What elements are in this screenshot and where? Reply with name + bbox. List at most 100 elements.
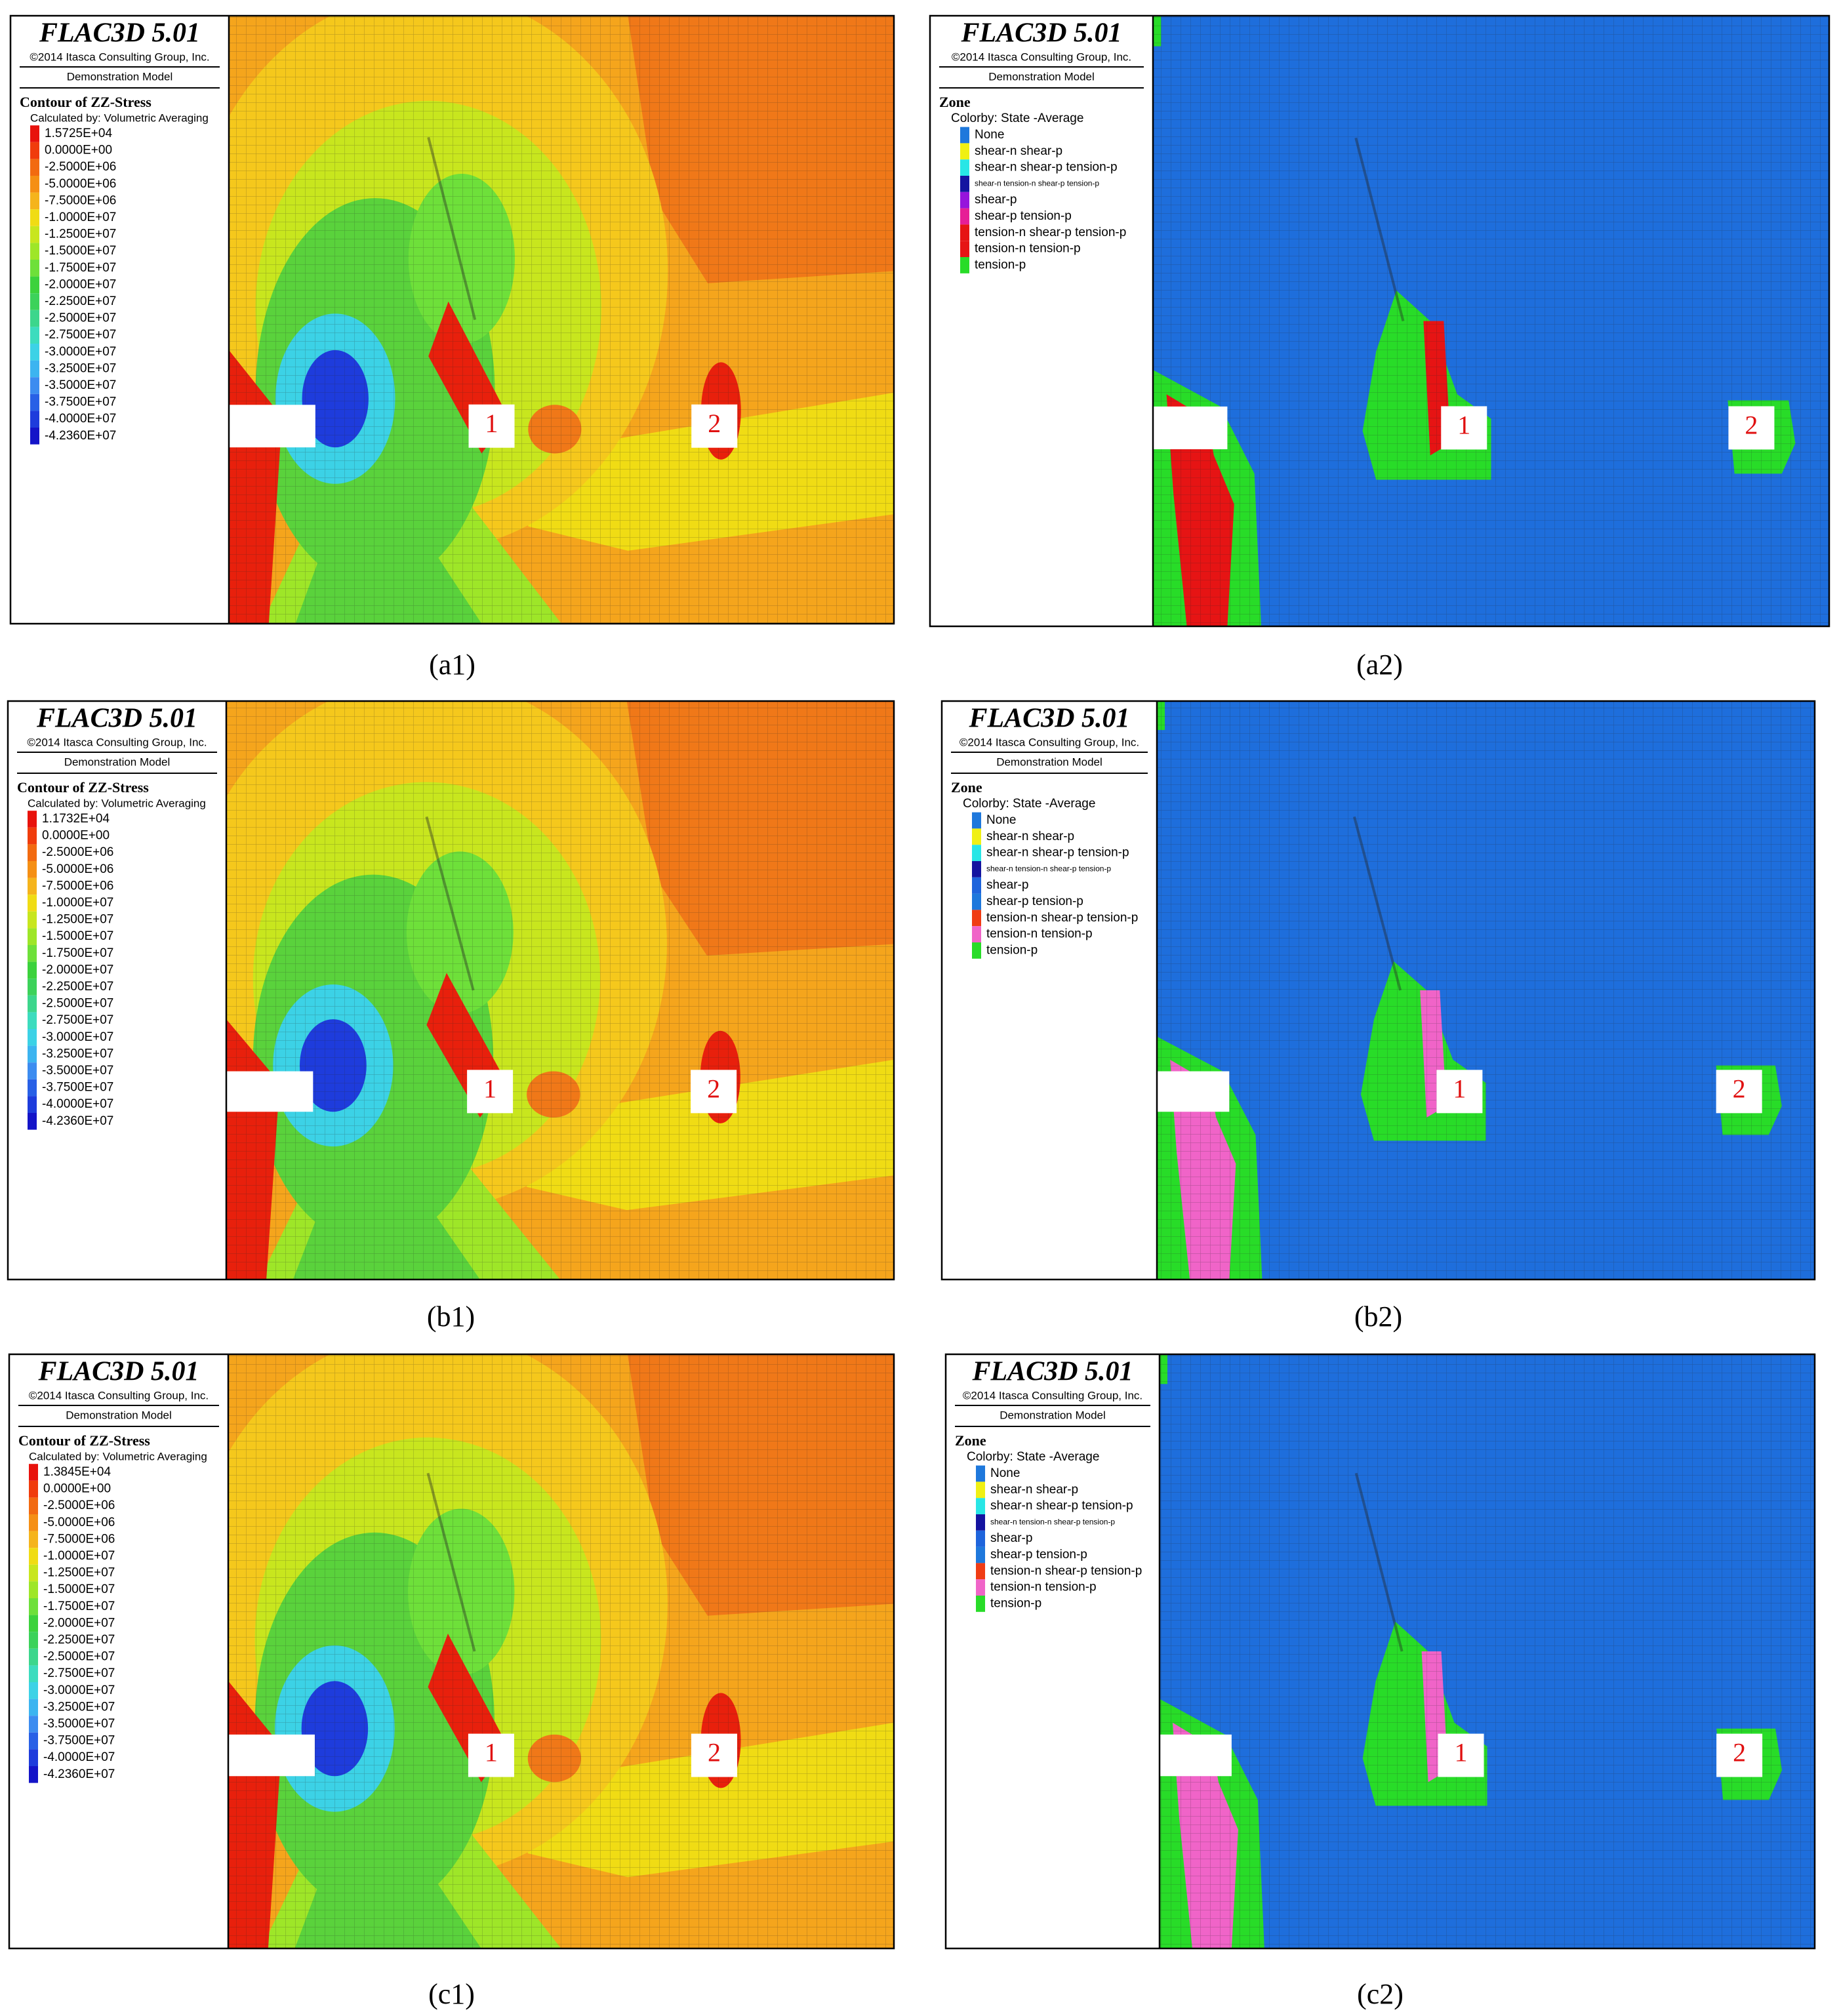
legend-swatch xyxy=(28,861,37,878)
legend-label: -3.2500E+07 xyxy=(42,1047,113,1060)
legend-swatch xyxy=(972,861,981,877)
legend-swatch xyxy=(30,260,39,277)
marker-label: 1 xyxy=(1453,1074,1466,1104)
copyright: ©2014 Itasca Consulting Group, Inc. xyxy=(952,50,1131,63)
excavation xyxy=(228,1734,315,1777)
legend-title: Zone xyxy=(939,94,971,110)
legend-label: tension-n shear-p tension-p xyxy=(986,911,1138,925)
legend-label: -1.2500E+07 xyxy=(45,228,116,241)
legend-label: -3.7500E+07 xyxy=(42,1081,113,1095)
legend-label: -4.2360E+07 xyxy=(43,1767,115,1781)
legend-swatch xyxy=(28,877,37,895)
legend-swatch xyxy=(28,911,37,929)
legend-label: shear-n shear-p xyxy=(975,144,1062,158)
legend-label: shear-n shear-p xyxy=(986,830,1074,843)
software-title: FLAC3D 5.01 xyxy=(960,18,1122,49)
legend-label: -3.5000E+07 xyxy=(45,378,116,392)
legend-label: tension-p xyxy=(990,1596,1041,1610)
legend-label: -1.2500E+07 xyxy=(42,913,113,927)
software-title: FLAC3D 5.01 xyxy=(39,18,200,49)
mesh xyxy=(1160,1354,1815,1948)
caption: (b2) xyxy=(1354,1300,1402,1333)
legend-label: -3.7500E+07 xyxy=(45,395,116,409)
legend-label: -3.5000E+07 xyxy=(42,1064,113,1078)
legend-swatch xyxy=(29,1716,38,1733)
legend-label: shear-n shear-p xyxy=(990,1483,1078,1497)
legend-swatch xyxy=(28,995,37,1013)
legend-swatch xyxy=(30,276,39,294)
legend-label: shear-p xyxy=(975,193,1017,207)
mesh xyxy=(229,16,894,624)
legend-label: -4.0000E+07 xyxy=(42,1097,113,1111)
legend-swatch xyxy=(30,142,39,159)
legend-swatch xyxy=(30,192,39,210)
legend-swatch xyxy=(29,1497,38,1514)
legend-label: shear-p tension-p xyxy=(986,895,1083,908)
copyright: ©2014 Itasca Consulting Group, Inc. xyxy=(27,736,207,748)
legend-title: Contour of ZZ-Stress xyxy=(20,94,152,110)
marker-label: 1 xyxy=(485,1738,498,1767)
legend-swatch xyxy=(30,310,39,327)
legend-swatch xyxy=(28,928,37,945)
legend-subtitle: Colorby: State -Average xyxy=(963,797,1095,811)
mesh-spike xyxy=(1354,137,1405,322)
legend-label: 0.0000E+00 xyxy=(45,144,112,157)
legend-label: tension-n tension-p xyxy=(990,1581,1097,1594)
legend-swatch xyxy=(976,1579,985,1596)
legend-swatch xyxy=(29,1632,38,1649)
legend-label: shear-n shear-p tension-p xyxy=(986,846,1129,860)
legend-swatch xyxy=(30,327,39,344)
legend-swatch xyxy=(29,1648,38,1666)
legend-subtitle: Colorby: State -Average xyxy=(967,1450,1099,1464)
model-name: Demonstration Model xyxy=(988,70,1095,83)
marker-label: 2 xyxy=(707,1074,720,1104)
panel-border xyxy=(8,1353,895,1950)
legend-label: tension-n shear-p tension-p xyxy=(990,1564,1142,1578)
marker-label: 2 xyxy=(1733,1074,1746,1104)
legend-swatch xyxy=(30,428,39,445)
software-title: FLAC3D 5.01 xyxy=(968,704,1129,734)
marker-box xyxy=(468,404,515,448)
legend-label: -4.2360E+07 xyxy=(42,1114,113,1128)
legend-swatch xyxy=(29,1682,38,1699)
mesh xyxy=(1153,16,1829,626)
legend-swatch xyxy=(28,961,37,979)
legend-label: 1.5725E+04 xyxy=(45,127,112,140)
legend-title: Contour of ZZ-Stress xyxy=(18,1432,150,1449)
legend-swatch xyxy=(30,125,39,142)
software-title: FLAC3D 5.01 xyxy=(37,1357,199,1387)
legend-label: shear-n shear-p tension-p xyxy=(975,161,1118,174)
legend-swatch xyxy=(28,811,37,828)
legend-swatch xyxy=(960,159,969,176)
copyright: ©2014 Itasca Consulting Group, Inc. xyxy=(960,736,1139,748)
legend-label: -2.5000E+06 xyxy=(42,845,113,859)
legend-swatch xyxy=(960,143,969,160)
copyright: ©2014 Itasca Consulting Group, Inc. xyxy=(30,50,209,63)
legend-swatch xyxy=(30,226,39,243)
marker-box xyxy=(1436,1070,1483,1114)
legend-label: -5.0000E+06 xyxy=(43,1516,115,1529)
marker-box xyxy=(467,1070,514,1114)
legend-label: -2.7500E+07 xyxy=(43,1666,115,1680)
legend-label: -3.2500E+07 xyxy=(43,1700,115,1714)
mesh xyxy=(228,1354,894,1948)
panel-border xyxy=(9,14,895,625)
legend-swatch xyxy=(976,1498,985,1514)
legend-swatch xyxy=(960,176,969,192)
mesh xyxy=(226,701,894,1280)
legend-swatch xyxy=(29,1766,38,1783)
legend-label: -2.5000E+06 xyxy=(43,1499,115,1512)
legend-swatch xyxy=(29,1480,38,1498)
legend-label: -2.0000E+07 xyxy=(45,277,116,291)
panel: 1 2 FLAC3D 5.01©2014 Itasca Consulting Gro… xyxy=(9,14,895,681)
marker-label: 2 xyxy=(708,1738,721,1767)
legend-swatch xyxy=(976,1563,985,1580)
legend-label: tension-n shear-p tension-p xyxy=(975,226,1126,239)
legend-label: -2.5000E+07 xyxy=(42,997,113,1011)
